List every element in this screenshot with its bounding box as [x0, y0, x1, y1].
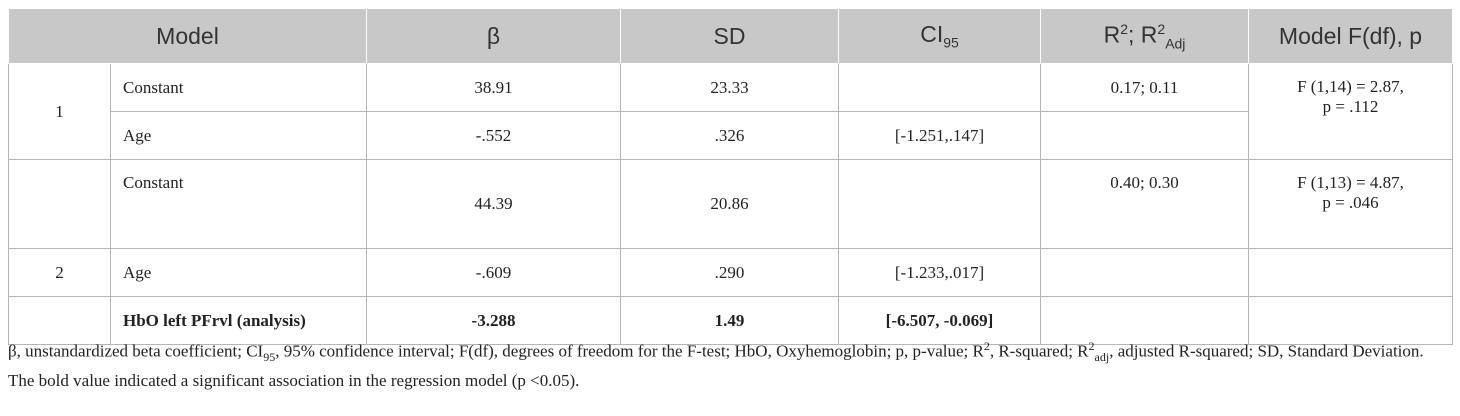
cell: [-1.233,.017]: [838, 248, 1041, 297]
header-text: CI: [920, 21, 944, 48]
cell: [1040, 111, 1249, 160]
footnote: The bold value indicated a significant a…: [8, 370, 1452, 391]
footnote-text: 95: [263, 350, 276, 365]
cell: 44.39: [366, 159, 621, 249]
cell: 1: [8, 63, 111, 160]
cell: [838, 159, 1041, 249]
cell: 38.91: [366, 63, 621, 112]
footnote-text: , adjusted R-squared; SD, Standard Devia…: [1109, 341, 1424, 361]
footnote-text: 2: [983, 339, 990, 353]
cell: 0.17; 0.11: [1040, 63, 1249, 112]
row: Constant 44.39 20.86 0.40; 0.30 F (1,13)…: [8, 159, 1453, 249]
table-body: 1 Constant 38.91 23.33 0.17; 0.11 F (1,1…: [8, 63, 1453, 345]
cell: .326: [620, 111, 839, 160]
cell: F (1,14) = 2.87, p = .112: [1248, 63, 1453, 160]
header-text: ;: [1127, 21, 1141, 48]
cell: Age: [110, 248, 367, 297]
header-sub: Adj: [1165, 35, 1186, 52]
cell: [-1.251,.147]: [838, 111, 1041, 160]
footnote: β, unstandardized beta coefficient; CI95…: [8, 336, 1452, 368]
row: 1 Constant 38.91 23.33 0.17; 0.11 F (1,1…: [8, 63, 1453, 160]
header-cell: SD: [620, 8, 839, 64]
header-row: Model β SD CI95 R2; R2Adj Model F(df), p: [8, 8, 1453, 64]
cell: [1040, 248, 1249, 297]
footnotes: β, unstandardized beta coefficient; CI95…: [8, 336, 1452, 393]
footnote-text: , 95% confidence interval; F(df), degree…: [275, 341, 984, 361]
header-sub: 95: [943, 34, 959, 51]
header-cell: β: [366, 8, 621, 64]
cell: .290: [620, 248, 839, 297]
header-sup: 2: [1120, 20, 1128, 37]
footnote-text: The bold value indicated a significant a…: [8, 371, 580, 391]
cell: [1040, 296, 1249, 345]
cell: [8, 159, 111, 249]
cell: 20.86: [620, 159, 839, 249]
cell: Age: [110, 111, 367, 160]
row: HbO left PFrvl (analysis) -3.288 1.49 [-…: [8, 296, 1453, 345]
cell: Constant: [110, 159, 367, 249]
cell: [8, 296, 111, 345]
footnote-text: , R-squared; R: [989, 341, 1089, 361]
cell: [-6.507, -0.069]: [838, 296, 1041, 345]
cell-line: F (1,14) = 2.87,: [1297, 77, 1404, 96]
cell: F (1,13) = 4.87, p = .046: [1248, 159, 1453, 249]
row: Age -.552 .326 [-1.251,.147]: [9, 111, 1453, 160]
footnote-text: β, unstandardized beta coefficient; CI: [8, 341, 264, 361]
header-cell: Model F(df), p: [1248, 8, 1453, 64]
cell: 2: [8, 248, 111, 297]
cell-line: p = .112: [1322, 97, 1379, 116]
cell: -.552: [366, 111, 621, 160]
cell: [1248, 248, 1453, 297]
header-cell: Model: [8, 8, 367, 64]
header-cell: CI95: [838, 8, 1041, 64]
cell: [838, 63, 1041, 112]
cell: Constant: [110, 63, 367, 112]
header-text: R: [1140, 21, 1158, 48]
regression-table: Model β SD CI95 R2; R2Adj Model F(df), p…: [8, 8, 1453, 345]
cell: 23.33: [620, 63, 839, 112]
header-text: R: [1103, 21, 1121, 48]
cell: 0.40; 0.30: [1040, 159, 1249, 249]
cell: -.609: [366, 248, 621, 297]
header-cell: R2; R2Adj: [1040, 8, 1249, 64]
footnote-text: adj: [1094, 350, 1110, 365]
cell: [1248, 296, 1453, 345]
cell-line: p = .046: [1322, 193, 1379, 212]
row: 2 Age -.609 .290 [-1.233,.017]: [8, 248, 1453, 297]
table-header: Model β SD CI95 R2; R2Adj Model F(df), p: [8, 8, 1453, 64]
footnote-text: 2: [1088, 339, 1095, 353]
cell: 1.49: [620, 296, 839, 345]
header-sup: 2: [1157, 20, 1166, 37]
cell-line: F (1,13) = 4.87,: [1297, 173, 1404, 192]
